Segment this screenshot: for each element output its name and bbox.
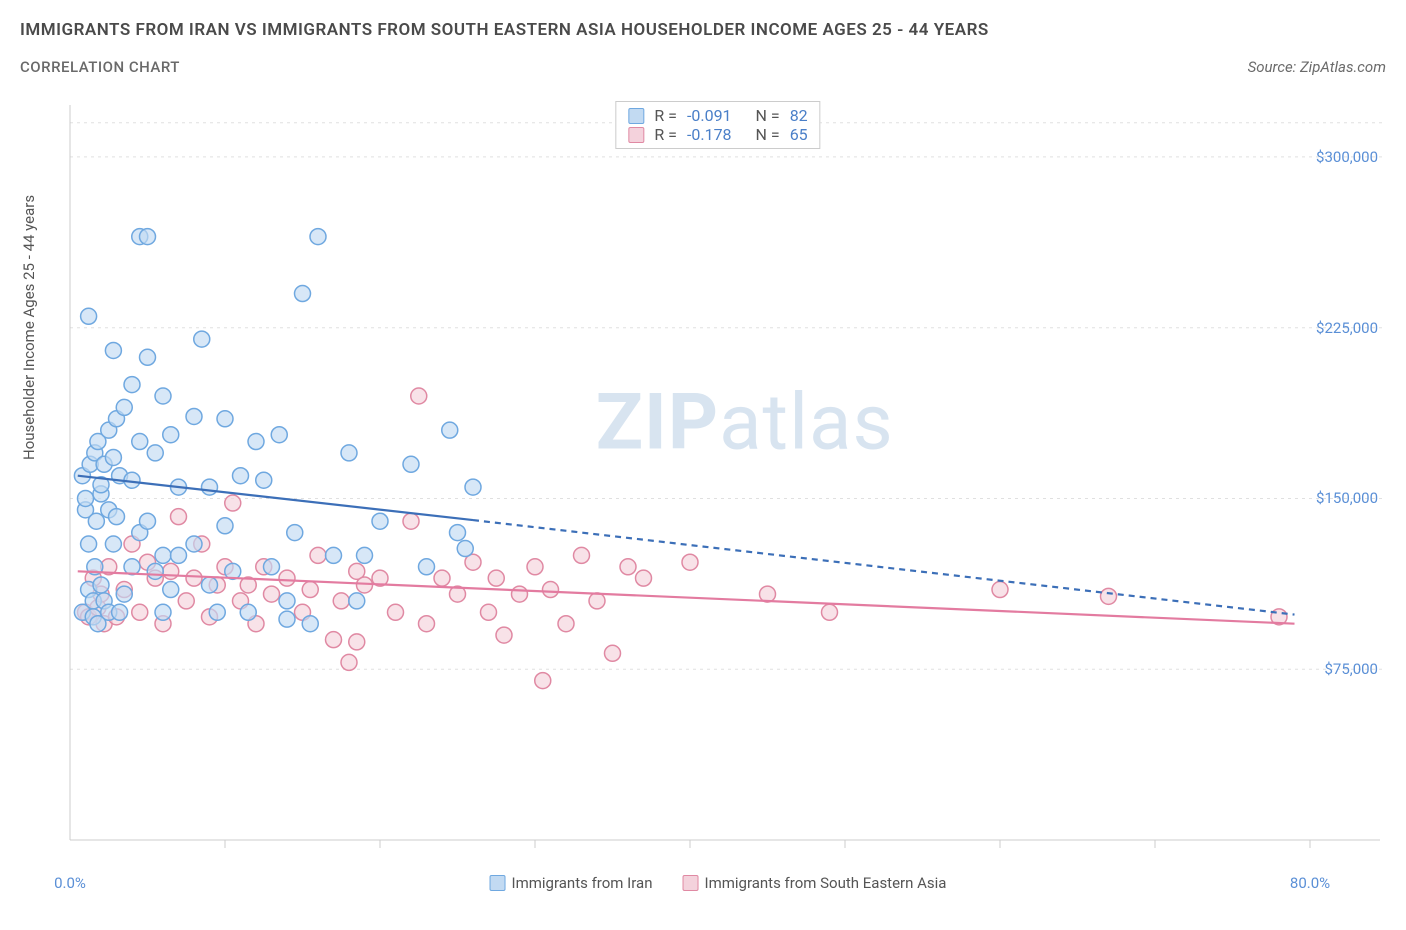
correlation-legend: R = -0.091 N = 82 R = -0.178 N = 65: [615, 101, 820, 149]
y-tick-label: $150,000: [1316, 489, 1378, 507]
chart-header: IMMIGRANTS FROM IRAN VS IMMIGRANTS FROM …: [0, 0, 1406, 86]
legend-label-sea: Immigrants from South Eastern Asia: [704, 874, 946, 892]
x-tick-label: 0.0%: [54, 874, 86, 892]
legend-row-sea: R = -0.178 N = 65: [628, 125, 807, 144]
x-tick-label: 80.0%: [1290, 874, 1330, 892]
y-tick-label: $75,000: [1324, 660, 1378, 678]
swatch-iran-bottom: [490, 875, 506, 891]
y-tick-label: $300,000: [1316, 148, 1378, 166]
subtitle-row: CORRELATION CHART Source: ZipAtlas.com: [20, 58, 1386, 76]
scatter-plot: [50, 100, 1386, 870]
swatch-iran: [628, 108, 644, 124]
legend-item-iran: Immigrants from Iran: [490, 874, 653, 892]
y-axis-label: Householder Income Ages 25 - 44 years: [20, 195, 38, 460]
chart-subtitle: CORRELATION CHART: [20, 58, 180, 76]
swatch-sea: [628, 127, 644, 143]
legend-item-sea: Immigrants from South Eastern Asia: [682, 874, 946, 892]
series-legend: Immigrants from Iran Immigrants from Sou…: [490, 874, 947, 892]
chart-area: Householder Income Ages 25 - 44 years ZI…: [50, 100, 1386, 870]
source-attribution: Source: ZipAtlas.com: [1248, 58, 1386, 76]
swatch-sea-bottom: [682, 875, 698, 891]
legend-row-iran: R = -0.091 N = 82: [628, 106, 807, 125]
chart-title: IMMIGRANTS FROM IRAN VS IMMIGRANTS FROM …: [20, 20, 1386, 40]
y-tick-label: $225,000: [1316, 319, 1378, 337]
legend-label-iran: Immigrants from Iran: [512, 874, 653, 892]
